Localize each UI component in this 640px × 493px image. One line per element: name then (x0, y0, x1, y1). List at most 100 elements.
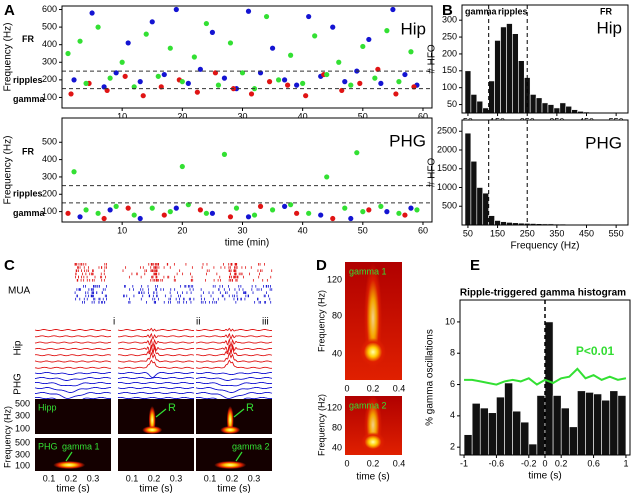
band-label: ripples (13, 188, 43, 198)
lfp-trace (117, 343, 195, 355)
plot-area (462, 120, 628, 225)
histogram-bar (482, 107, 489, 114)
freq-tick: 100 (15, 423, 30, 433)
scatter-point (257, 203, 264, 209)
x-tick-label: 20 (177, 225, 187, 235)
scatter-point (197, 207, 203, 213)
scatter-point (173, 6, 179, 13)
inset-label: gamma 2 (349, 400, 387, 410)
freq-tick: 500 (15, 437, 30, 447)
scatter-point (318, 212, 324, 218)
x-tick-label: 150 (490, 228, 505, 238)
column-label: i (113, 317, 115, 328)
x-axis-label: time (s) (356, 472, 389, 483)
lfp-trace (118, 381, 195, 385)
x-tick-label: 50 (358, 111, 368, 121)
histogram-bar (552, 395, 562, 456)
y-tick-label: 250 (442, 31, 457, 41)
scatter-point (306, 13, 312, 20)
freq-tick: 80 (332, 422, 342, 432)
lfp-trace (34, 371, 111, 376)
scatter-point (300, 80, 306, 86)
x-tick-label: -0.6 (489, 458, 505, 468)
time-tick: 0.2 (65, 473, 78, 483)
scatter-point (221, 151, 228, 157)
scatter-point (155, 73, 161, 79)
lfp-trace (35, 381, 112, 387)
panel-c: C MUA i ii iii Hip PHG Frequency (Hz) 50… (2, 257, 268, 470)
scatter-point (312, 33, 318, 39)
scatter-point (275, 77, 282, 83)
scatter-point (194, 89, 200, 95)
histogram-bar (494, 40, 501, 114)
spectrogram-label: gamma 1 (62, 441, 100, 451)
y-tick-label: 1500 (437, 163, 457, 173)
y-tick-label: 300 (42, 57, 57, 67)
lfp-trace (117, 359, 194, 369)
scatter-point (348, 82, 354, 88)
x-tick-label: 10 (117, 225, 127, 235)
histogram-bar (617, 395, 627, 456)
scatter-point (357, 80, 363, 86)
scatter-point (191, 54, 197, 60)
histogram-bar (585, 392, 594, 456)
scatter-point (77, 214, 83, 220)
x-tick-label: 60 (418, 111, 428, 121)
scatter-point (294, 210, 300, 216)
histogram-bar (547, 104, 555, 114)
scatter-point (266, 79, 273, 85)
spectrogram-blob (53, 461, 86, 469)
row-label: Hip (13, 340, 24, 355)
freq-tick: 40 (332, 348, 342, 358)
y-tick-label: 600 (42, 4, 57, 14)
panel-title: Hip (400, 19, 426, 38)
scatter-point (233, 205, 240, 211)
freq-tick: 500 (15, 398, 30, 408)
scatter-point (179, 79, 185, 85)
histogram-bar (609, 390, 619, 456)
histogram-bar (568, 426, 578, 456)
lfp-trace (117, 376, 195, 380)
freq-tick: 120 (327, 402, 342, 412)
scatter-point (248, 91, 255, 97)
histogram-bar (577, 390, 586, 456)
panel-letter: E (470, 257, 480, 274)
scatter-point (167, 209, 173, 215)
scatter-point (303, 93, 309, 99)
scatter-point (294, 82, 300, 88)
scatter-point (83, 80, 89, 86)
histogram-bar (471, 403, 481, 456)
scatter-point (324, 71, 330, 78)
scatter-point (161, 212, 167, 218)
x-tick-label: 10 (117, 111, 127, 121)
scatter-point (336, 59, 342, 65)
lfp-trace (195, 343, 273, 355)
histogram-bar (504, 382, 513, 456)
scatter-point (140, 93, 146, 99)
x-tick-label: 40 (298, 225, 308, 235)
lfp-trace (195, 376, 273, 381)
scatter-point (306, 210, 312, 216)
histogram-bar (512, 33, 519, 114)
chart-title: Ripple-triggered gamma histogram (460, 288, 626, 299)
scatter-point (348, 215, 354, 222)
x-tick-label: 30 (237, 111, 247, 121)
histogram-bar (479, 407, 489, 456)
x-tick-label: 0 (542, 458, 547, 468)
time-tick: 0.4 (393, 383, 406, 393)
scatter-point (167, 45, 173, 51)
scatter-point (396, 210, 402, 216)
band-label: gamma (13, 94, 46, 104)
x-tick-label: 40 (298, 111, 308, 121)
histogram-bar (535, 97, 543, 114)
scatter-point (402, 212, 408, 218)
histogram-bar (512, 410, 522, 456)
lfp-trace (195, 332, 273, 341)
scatter-point (414, 207, 420, 213)
lfp-trace (195, 371, 272, 376)
scatter-point (125, 205, 131, 211)
scatter-point (65, 210, 71, 216)
y-tick-label: 300 (42, 171, 57, 181)
scatter-point (330, 24, 336, 30)
scatter-point (408, 49, 414, 55)
